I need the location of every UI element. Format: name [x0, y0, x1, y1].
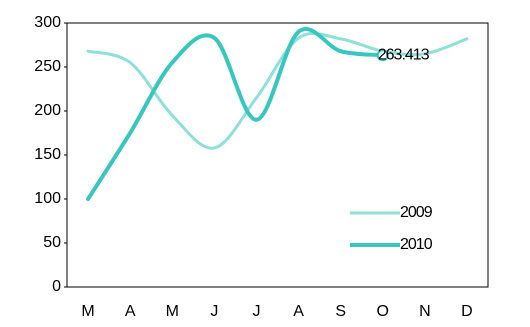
- x-tick-label: J: [210, 303, 218, 320]
- y-tick-label: 50: [43, 234, 61, 251]
- series-line: [86, 31, 469, 150]
- x-tick-label: A: [293, 303, 304, 320]
- data-label: 263.413: [378, 46, 430, 63]
- x-tick-label: N: [419, 303, 431, 320]
- x-tick-label: M: [81, 303, 94, 320]
- y-tick-label: 100: [34, 190, 61, 207]
- y-tick-label: 250: [34, 58, 61, 75]
- x-tick-label: S: [335, 303, 346, 320]
- y-tick-label: 150: [34, 146, 61, 163]
- legend-label: 2010: [400, 236, 433, 253]
- series-line: [86, 27, 385, 201]
- legend-label: 2009: [400, 204, 433, 221]
- y-tick-label: 200: [34, 102, 61, 119]
- x-tick-label: D: [461, 303, 473, 320]
- y-tick-label: 0: [52, 278, 61, 295]
- x-tick-label: M: [166, 303, 179, 320]
- x-tick-label: O: [377, 303, 389, 320]
- point-marker: [376, 49, 389, 62]
- x-tick-label: J: [252, 303, 260, 320]
- x-tick-label: A: [125, 303, 136, 320]
- y-tick-label: 300: [34, 14, 61, 31]
